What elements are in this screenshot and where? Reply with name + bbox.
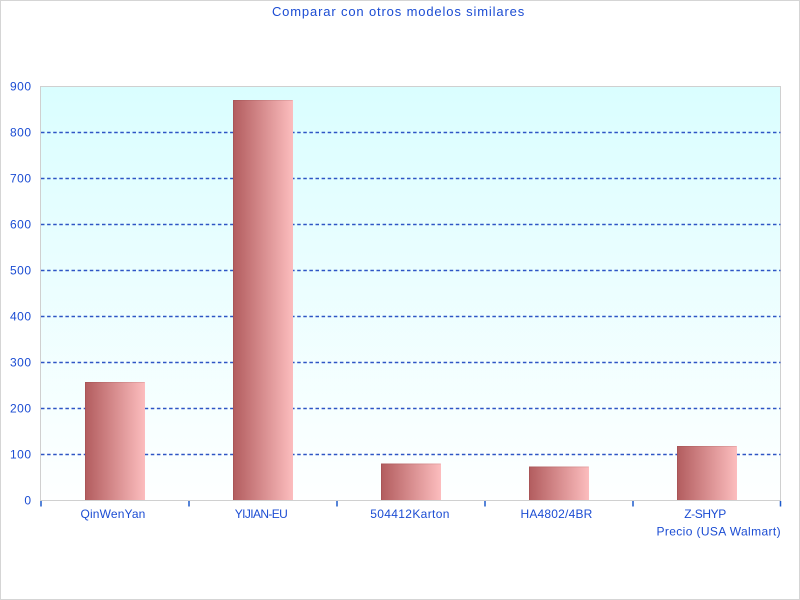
svg-text:900: 900 [10, 80, 32, 94]
svg-text:QinWenYan: QinWenYan [80, 507, 145, 521]
svg-text:700: 700 [10, 172, 32, 186]
svg-text:Precio (USA Walmart): Precio (USA Walmart) [656, 525, 781, 539]
svg-text:200: 200 [10, 402, 32, 416]
svg-text:100: 100 [10, 448, 32, 462]
svg-text:300: 300 [10, 356, 32, 370]
svg-text:504412Karton: 504412Karton [370, 507, 450, 521]
svg-text:400: 400 [10, 310, 32, 324]
svg-text:Comparar con otros modelos sim: Comparar con otros modelos similares [272, 4, 525, 19]
svg-text:Z-SHYP: Z-SHYP [684, 507, 726, 521]
svg-text:800: 800 [10, 126, 32, 140]
svg-text:600: 600 [10, 218, 32, 232]
svg-text:HA4802/4BR: HA4802/4BR [520, 507, 592, 521]
svg-text:YIJIAN-EU: YIJIAN-EU [235, 507, 287, 521]
svg-text:500: 500 [10, 264, 32, 278]
svg-text:0: 0 [24, 494, 31, 508]
